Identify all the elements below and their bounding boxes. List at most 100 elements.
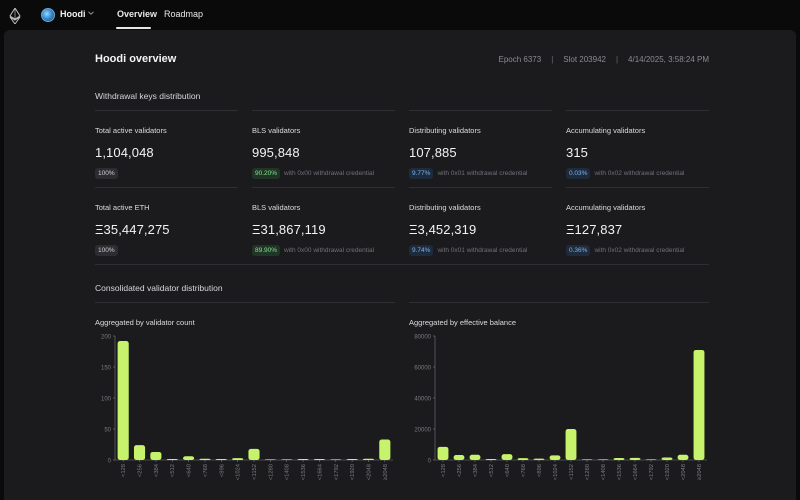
divider bbox=[409, 110, 552, 111]
bar[interactable] bbox=[693, 349, 705, 460]
x-tick-label: <1152 bbox=[569, 464, 575, 480]
bar[interactable] bbox=[281, 459, 293, 460]
divider bbox=[95, 264, 709, 265]
chevron-down-icon[interactable] bbox=[87, 9, 95, 17]
stat-bls-eth: BLS validators Ξ31,867,119 89.90% with 0x… bbox=[252, 203, 392, 256]
y-tick-label: 150 bbox=[101, 366, 112, 372]
bar[interactable] bbox=[362, 458, 375, 460]
stat-value: Ξ35,447,275 bbox=[95, 222, 170, 237]
x-tick-label: <2048 bbox=[681, 464, 687, 480]
divider bbox=[409, 187, 552, 188]
bar[interactable] bbox=[150, 451, 162, 460]
stat-label: Distributing validators bbox=[409, 203, 481, 212]
bar[interactable] bbox=[485, 459, 497, 460]
bar[interactable] bbox=[215, 459, 227, 460]
withdrawal-section-title: Withdrawal keys distribution bbox=[95, 91, 201, 101]
ethereum-logo-icon[interactable] bbox=[9, 8, 21, 24]
network-name[interactable]: Hoodi bbox=[60, 9, 86, 19]
y-tick-label: 60000 bbox=[414, 366, 431, 372]
bar[interactable] bbox=[379, 439, 391, 460]
bar[interactable] bbox=[453, 455, 465, 460]
bar[interactable] bbox=[183, 456, 195, 460]
bar[interactable] bbox=[581, 459, 593, 460]
percent-badge: 100% bbox=[95, 168, 118, 179]
bar[interactable] bbox=[346, 459, 358, 460]
x-tick-label: ≥2048 bbox=[697, 464, 703, 480]
percent-badge: 9.77% bbox=[409, 168, 434, 179]
percent-badge: 0.36% bbox=[566, 245, 591, 256]
stat-value: 107,885 bbox=[409, 145, 457, 160]
bar[interactable] bbox=[645, 459, 657, 460]
x-tick-label: <896 bbox=[219, 464, 225, 477]
bar[interactable] bbox=[133, 445, 146, 460]
x-tick-label: <1664 bbox=[317, 463, 323, 480]
x-tick-label: <768 bbox=[203, 464, 209, 477]
bar[interactable] bbox=[565, 429, 577, 460]
y-tick-label: 0 bbox=[108, 459, 112, 465]
credential-note: with 0x00 withdrawal credential bbox=[284, 247, 375, 254]
x-tick-label: <1024 bbox=[236, 463, 242, 480]
stat-accumulating-eth: Accumulating validators Ξ127,837 0.36% wi… bbox=[566, 203, 706, 256]
x-tick-label: <1536 bbox=[301, 464, 307, 480]
stat-value: 995,848 bbox=[252, 145, 300, 160]
bar[interactable] bbox=[264, 459, 276, 460]
separator: | bbox=[551, 55, 554, 64]
bar[interactable] bbox=[677, 454, 689, 460]
bar[interactable] bbox=[117, 340, 129, 460]
x-tick-label: <384 bbox=[473, 463, 479, 477]
stat-label: Total active validators bbox=[95, 126, 167, 135]
bar[interactable] bbox=[297, 459, 309, 460]
credential-note: with 0x02 withdrawal credential bbox=[594, 170, 685, 177]
x-tick-label: <256 bbox=[138, 464, 144, 477]
percent-badge: 89.90% bbox=[252, 245, 281, 256]
credential-note: with 0x02 withdrawal credential bbox=[594, 247, 685, 254]
stat-value: Ξ31,867,119 bbox=[252, 222, 326, 237]
y-tick-label: 200 bbox=[101, 335, 112, 341]
bar[interactable] bbox=[517, 458, 529, 460]
bar[interactable] bbox=[597, 459, 609, 460]
stat-value: 315 bbox=[566, 145, 588, 160]
x-tick-label: <1536 bbox=[617, 464, 623, 480]
bar[interactable] bbox=[629, 457, 641, 460]
x-tick-label: <512 bbox=[170, 464, 176, 477]
y-tick-label: 0 bbox=[428, 459, 432, 465]
stat-distributing-eth: Distributing validators Ξ3,452,319 9.74%… bbox=[409, 203, 549, 256]
bar[interactable] bbox=[469, 454, 481, 460]
y-tick-label: 20000 bbox=[414, 428, 431, 434]
x-tick-label: <896 bbox=[537, 464, 543, 477]
y-tick-label: 100 bbox=[101, 397, 112, 403]
bar[interactable] bbox=[437, 446, 449, 460]
slot-label: Slot 203942 bbox=[563, 55, 606, 64]
stat-label: Accumulating validators bbox=[566, 126, 646, 135]
y-tick-label: 40000 bbox=[414, 397, 431, 403]
percent-badge: 100% bbox=[95, 245, 118, 256]
stat-label: BLS validators bbox=[252, 126, 301, 135]
divider bbox=[95, 302, 395, 303]
tab-overview[interactable]: Overview bbox=[117, 9, 158, 19]
bar[interactable] bbox=[248, 448, 260, 460]
bar[interactable] bbox=[199, 458, 211, 460]
x-tick-label: <768 bbox=[521, 464, 527, 477]
x-tick-label: <1280 bbox=[585, 464, 591, 480]
percent-badge: 9.74% bbox=[409, 245, 434, 256]
divider bbox=[566, 110, 709, 111]
page-title: Hoodi overview bbox=[95, 53, 177, 65]
bar[interactable] bbox=[549, 455, 561, 460]
x-tick-label: <1408 bbox=[601, 464, 607, 480]
x-tick-label: <1152 bbox=[252, 464, 258, 480]
bar[interactable] bbox=[501, 454, 513, 460]
stat-label: Total active ETH bbox=[95, 203, 150, 212]
bar[interactable] bbox=[330, 459, 342, 460]
divider bbox=[252, 187, 395, 188]
network-avatar[interactable] bbox=[41, 8, 55, 22]
stat-total-active-eth: Total active ETH Ξ35,447,275 100% bbox=[95, 203, 235, 256]
bar[interactable] bbox=[533, 458, 545, 460]
bar[interactable] bbox=[661, 457, 673, 460]
divider bbox=[252, 110, 395, 111]
bar[interactable] bbox=[613, 457, 625, 460]
timestamp-label: 4/14/2025, 3:58:24 PM bbox=[628, 55, 709, 64]
bar[interactable] bbox=[313, 459, 325, 460]
tab-roadmap[interactable]: Roadmap bbox=[164, 9, 204, 19]
bar[interactable] bbox=[232, 458, 244, 460]
bar[interactable] bbox=[166, 459, 178, 460]
